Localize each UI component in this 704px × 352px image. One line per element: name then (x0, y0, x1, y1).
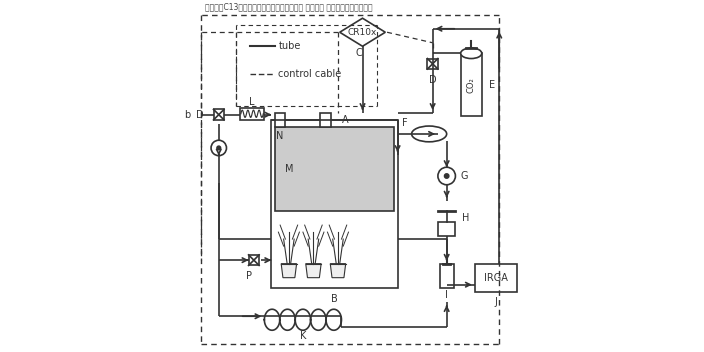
Bar (275, 127, 394, 211)
Polygon shape (340, 18, 385, 46)
Text: C: C (356, 48, 363, 58)
Text: A: A (341, 115, 348, 125)
Bar (275, 113, 285, 127)
Text: I: I (445, 290, 448, 300)
Bar (240, 108, 264, 120)
Bar (427, 58, 438, 69)
Circle shape (438, 167, 455, 185)
Text: IRGA: IRGA (484, 273, 508, 283)
Text: K: K (300, 331, 306, 340)
Text: CR10x: CR10x (348, 28, 377, 37)
Circle shape (217, 146, 220, 150)
Polygon shape (330, 264, 346, 278)
Text: D: D (429, 75, 436, 84)
Ellipse shape (460, 48, 482, 58)
Bar (460, 53, 482, 117)
Text: H: H (463, 213, 470, 223)
Text: B: B (331, 294, 338, 304)
Circle shape (444, 174, 448, 178)
Bar (320, 113, 331, 127)
Text: P: P (246, 271, 251, 281)
Circle shape (211, 140, 227, 156)
Polygon shape (281, 264, 296, 278)
Text: N: N (277, 131, 284, 141)
Text: J: J (494, 297, 497, 307)
Bar (440, 264, 453, 288)
Text: tube: tube (278, 41, 301, 51)
Ellipse shape (412, 126, 446, 142)
Text: E: E (489, 80, 496, 90)
Text: F: F (402, 118, 408, 128)
Bar (249, 255, 259, 265)
Text: control cable: control cable (278, 69, 341, 79)
Text: b: b (184, 109, 190, 120)
Text: 山西玉米C13稳定同位素标记秸秆价格是多少 服务为先 南京市智融联科技供应: 山西玉米C13稳定同位素标记秸秆价格是多少 服务为先 南京市智融联科技供应 (205, 2, 372, 12)
Bar (213, 109, 224, 120)
Text: M: M (285, 164, 294, 174)
Polygon shape (306, 264, 321, 278)
Bar (438, 221, 455, 235)
Bar (271, 120, 398, 288)
Text: G: G (460, 171, 468, 181)
Text: L: L (249, 98, 255, 107)
Bar (474, 264, 517, 292)
Text: CO₂: CO₂ (467, 77, 476, 93)
Text: D: D (196, 109, 203, 120)
